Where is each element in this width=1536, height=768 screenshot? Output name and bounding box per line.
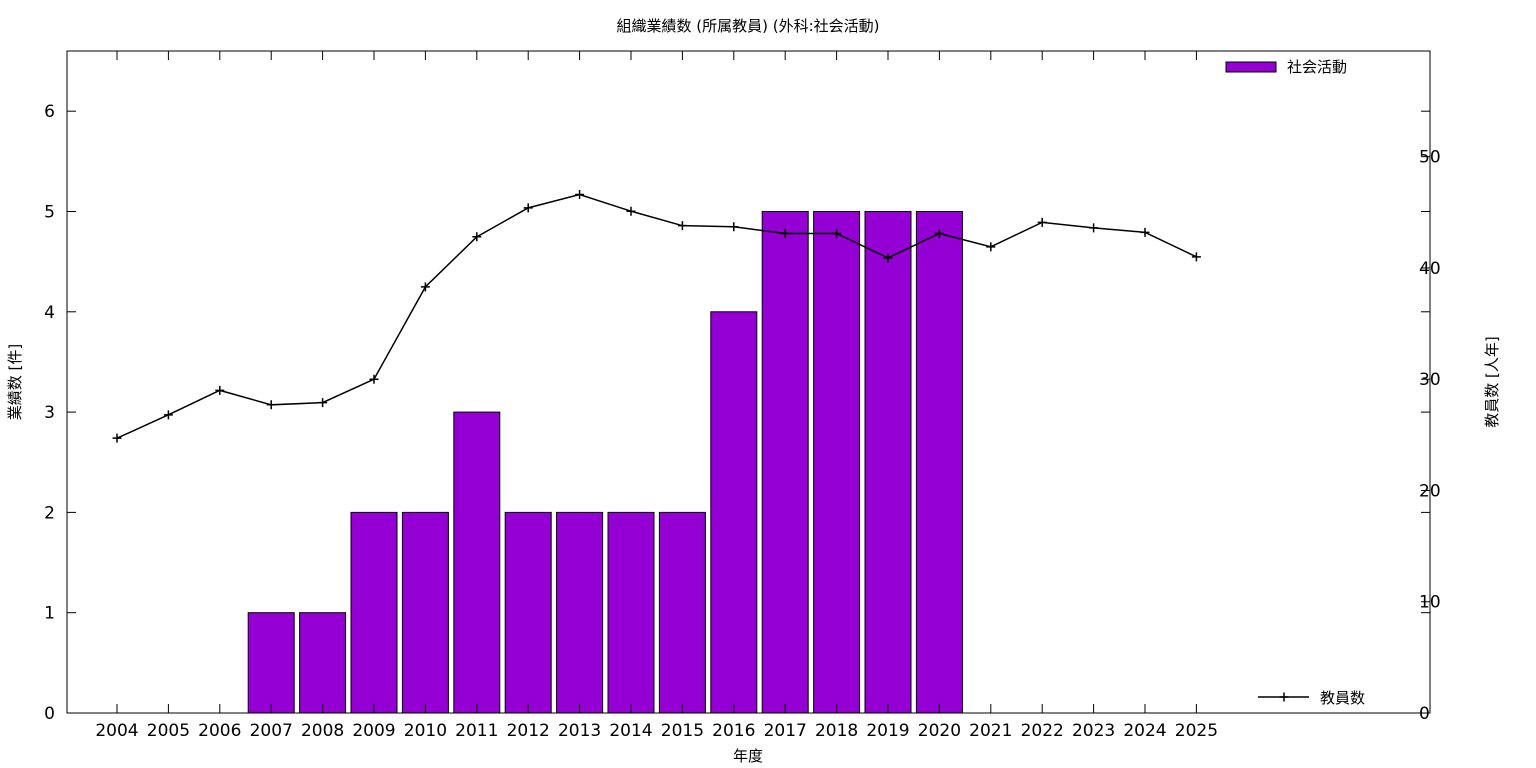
bar-2012	[504, 511, 552, 714]
y-left-tick-label-2: 2	[44, 503, 55, 523]
line-series	[112, 190, 1201, 443]
x-tick-label-2015: 2015	[661, 721, 704, 741]
faculty-point-2008	[318, 398, 328, 408]
faculty-point-2022	[1037, 217, 1047, 227]
faculty-point-2025	[1191, 252, 1201, 262]
x-tick-label-2004: 2004	[95, 721, 138, 741]
y-left-tick-label-6: 6	[44, 102, 55, 122]
bar-2019	[864, 210, 912, 714]
legend-bar-swatch	[1225, 61, 1277, 73]
faculty-point-2007	[266, 400, 276, 410]
y-right-tick-label-30: 30	[1419, 370, 1441, 390]
y-axis-left-label: 業績数 [件]	[6, 344, 24, 420]
legend-bar: 社会活動	[1225, 58, 1347, 76]
x-tick-label-2024: 2024	[1123, 721, 1166, 741]
bar-2007	[247, 612, 295, 714]
legend-line: 教員数	[1258, 689, 1365, 707]
faculty-point-2011	[472, 232, 482, 242]
x-axis: 2004 2005 2006 2007 2008 2009 2010 2011 2012 2013…	[95, 51, 1218, 741]
bar-2017	[761, 210, 809, 714]
faculty-point-2021	[986, 242, 996, 252]
y-right-tick-label-20: 20	[1419, 481, 1441, 501]
x-tick-label-2021: 2021	[969, 721, 1012, 741]
bar-2014	[607, 511, 655, 714]
legend-bar-label: 社会活動	[1287, 58, 1347, 76]
y-left-tick-label-4: 4	[44, 303, 55, 323]
x-tick-label-2016: 2016	[712, 721, 755, 741]
bar-2013	[556, 511, 604, 714]
x-tick-label-2005: 2005	[147, 721, 190, 741]
bar-2020	[915, 210, 963, 714]
y-axis-right: 0 10 20 30 40 50	[1419, 148, 1441, 724]
faculty-point-2019	[883, 253, 893, 263]
faculty-point-2018	[832, 228, 842, 238]
faculty-point-2012	[523, 203, 533, 213]
x-tick-label-2006: 2006	[198, 721, 241, 741]
bar-2018	[813, 210, 861, 714]
x-tick-label-2009: 2009	[352, 721, 395, 741]
y-left-tick-label-3: 3	[44, 403, 55, 423]
chart-title: 組織業績数 (所属教員) (外科:社会活動)	[617, 17, 880, 35]
faculty-point-2024	[1140, 227, 1150, 237]
x-tick-label-2013: 2013	[558, 721, 601, 741]
x-tick-label-2019: 2019	[866, 721, 909, 741]
y-right-tick-label-50: 50	[1419, 148, 1441, 168]
x-tick-label-2022: 2022	[1021, 721, 1064, 741]
y-right-tick-label-10: 10	[1419, 593, 1441, 613]
legend-line-marker	[1279, 692, 1289, 702]
legend-line-label: 教員数	[1320, 689, 1365, 707]
bar-2016	[710, 311, 758, 714]
x-tick-label-2014: 2014	[609, 721, 652, 741]
faculty-point-2014	[626, 206, 636, 216]
x-tick-label-2007: 2007	[250, 721, 293, 741]
y-left-tick-label-1: 1	[44, 604, 55, 624]
faculty-point-2016	[729, 222, 739, 232]
y-right-tick-label-40: 40	[1419, 259, 1441, 279]
x-tick-label-2008: 2008	[301, 721, 344, 741]
bar-series	[247, 210, 963, 714]
faculty-point-2009	[369, 374, 379, 384]
faculty-point-2006	[215, 385, 225, 395]
plot-frame	[66, 50, 1431, 714]
faculty-point-2013	[575, 190, 585, 200]
bar-2010	[401, 511, 449, 714]
y-axis-right-label: 教員数 [人年]	[1483, 336, 1501, 427]
x-tick-label-2010: 2010	[404, 721, 447, 741]
bar-2009	[350, 511, 398, 714]
bar-2015	[658, 511, 706, 714]
x-tick-label-2025: 2025	[1175, 721, 1218, 741]
x-tick-label-2018: 2018	[815, 721, 858, 741]
faculty-point-2017	[780, 228, 790, 238]
bar-2011	[453, 411, 501, 714]
x-tick-label-2011: 2011	[455, 721, 498, 741]
faculty-point-2023	[1089, 223, 1099, 233]
faculty-point-2010	[420, 282, 430, 292]
x-tick-label-2012: 2012	[507, 721, 550, 741]
x-axis-label: 年度	[733, 747, 763, 765]
faculty-point-2004	[112, 433, 122, 443]
y-left-tick-label-5: 5	[44, 202, 55, 222]
x-tick-label-2017: 2017	[764, 721, 807, 741]
x-tick-label-2023: 2023	[1072, 721, 1115, 741]
y-left-tick-label-0: 0	[44, 704, 55, 724]
bar-2008	[299, 612, 347, 714]
y-axis-left: 0 1 2 3 4 5 6	[44, 102, 1430, 724]
faculty-line	[116, 193, 1197, 439]
faculty-point-2020	[934, 228, 944, 238]
faculty-point-2005	[163, 410, 173, 420]
faculty-point-2015	[677, 221, 687, 231]
x-tick-label-2020: 2020	[918, 721, 961, 741]
y-right-tick-label-0: 0	[1419, 704, 1430, 724]
